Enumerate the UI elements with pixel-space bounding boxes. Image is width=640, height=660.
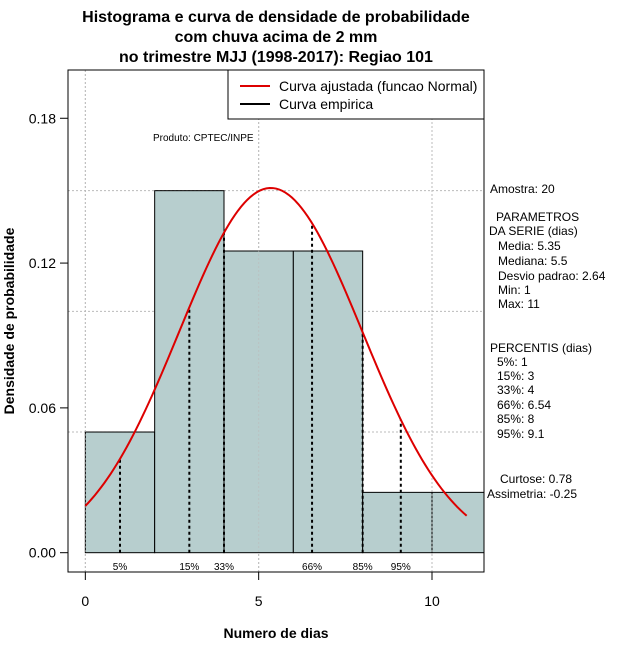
stats-percentile-85: 85%: 8 [497, 412, 535, 426]
stats-params-title-2: DA SERIE (dias) [489, 224, 578, 238]
axes: 0 5 10 0.00 0.06 0.12 0.18 [29, 110, 440, 609]
x-tick-label: 0 [81, 593, 89, 609]
stats-min: Min: 1 [498, 283, 531, 297]
percentile-label: 5% [113, 562, 128, 573]
stats-skewness: Assimetria: -0.25 [487, 487, 577, 501]
legend-label-normal: Curva ajustada (funcao Normal) [279, 78, 477, 94]
percentile-label: 85% [353, 562, 373, 573]
legend-label-empirical: Curva empirica [279, 96, 373, 112]
histogram-bars [84, 70, 485, 572]
product-label: Produto: CPTEC/INPE [153, 133, 254, 144]
legend: Curva ajustada (funcao Normal) Curva emp… [227, 69, 485, 120]
stats-kurtosis: Curtose: 0.78 [500, 472, 572, 486]
chart-title-line-2: com chuva acima de 2 mm [175, 29, 378, 46]
stats-sample-size: Amostra: 20 [490, 182, 555, 196]
stats-percentile-33: 33%: 4 [497, 383, 535, 397]
stats-percentile-95: 95%: 9.1 [497, 427, 545, 441]
normal-curve [84, 187, 468, 517]
x-tick-label: 5 [255, 593, 263, 609]
y-tick-label: 0.18 [29, 110, 56, 126]
histogram-bar [431, 491, 485, 554]
stats-panel: Amostra: 20 PARAMETROS DA SERIE (dias) M… [487, 182, 606, 501]
percentile-lines: 5% 15% 33% 66% 85% 95% [113, 223, 411, 573]
stats-percentile-5: 5%: 1 [497, 355, 528, 369]
normal-curve-path [84, 187, 468, 517]
y-axis-label: Densidade de probabilidade [1, 227, 17, 414]
legend-box [227, 69, 485, 120]
histogram-bar [362, 491, 433, 554]
x-tick-label: 10 [424, 593, 440, 609]
y-tick-label: 0.00 [29, 545, 56, 561]
histogram-bar [292, 250, 364, 554]
stats-percentis-title: PERCENTIS (dias) [490, 341, 592, 355]
percentile-label: 15% [179, 562, 199, 573]
x-axis-label: Numero de dias [223, 625, 328, 641]
chart-title-line-3: no trimestre MJJ (1998-2017): Regiao 101 [119, 49, 433, 66]
stats-median: Mediana: 5.5 [498, 254, 568, 268]
stats-percentile-15: 15%: 3 [497, 369, 535, 383]
percentile-label: 33% [214, 562, 234, 573]
stats-std-dev: Desvio padrao: 2.64 [498, 269, 606, 283]
stats-max: Max: 11 [498, 297, 540, 311]
chart-title-line-1: Histograma e curva de densidade de proba… [82, 9, 470, 26]
stats-mean: Media: 5.35 [498, 239, 561, 253]
percentile-label: 66% [302, 562, 322, 573]
stats-params-title-1: PARAMETROS [496, 210, 579, 224]
stats-percentile-66: 66%: 6.54 [497, 398, 551, 412]
y-tick-label: 0.06 [29, 400, 56, 416]
y-tick-label: 0.12 [29, 255, 56, 271]
percentile-label: 95% [391, 562, 411, 573]
